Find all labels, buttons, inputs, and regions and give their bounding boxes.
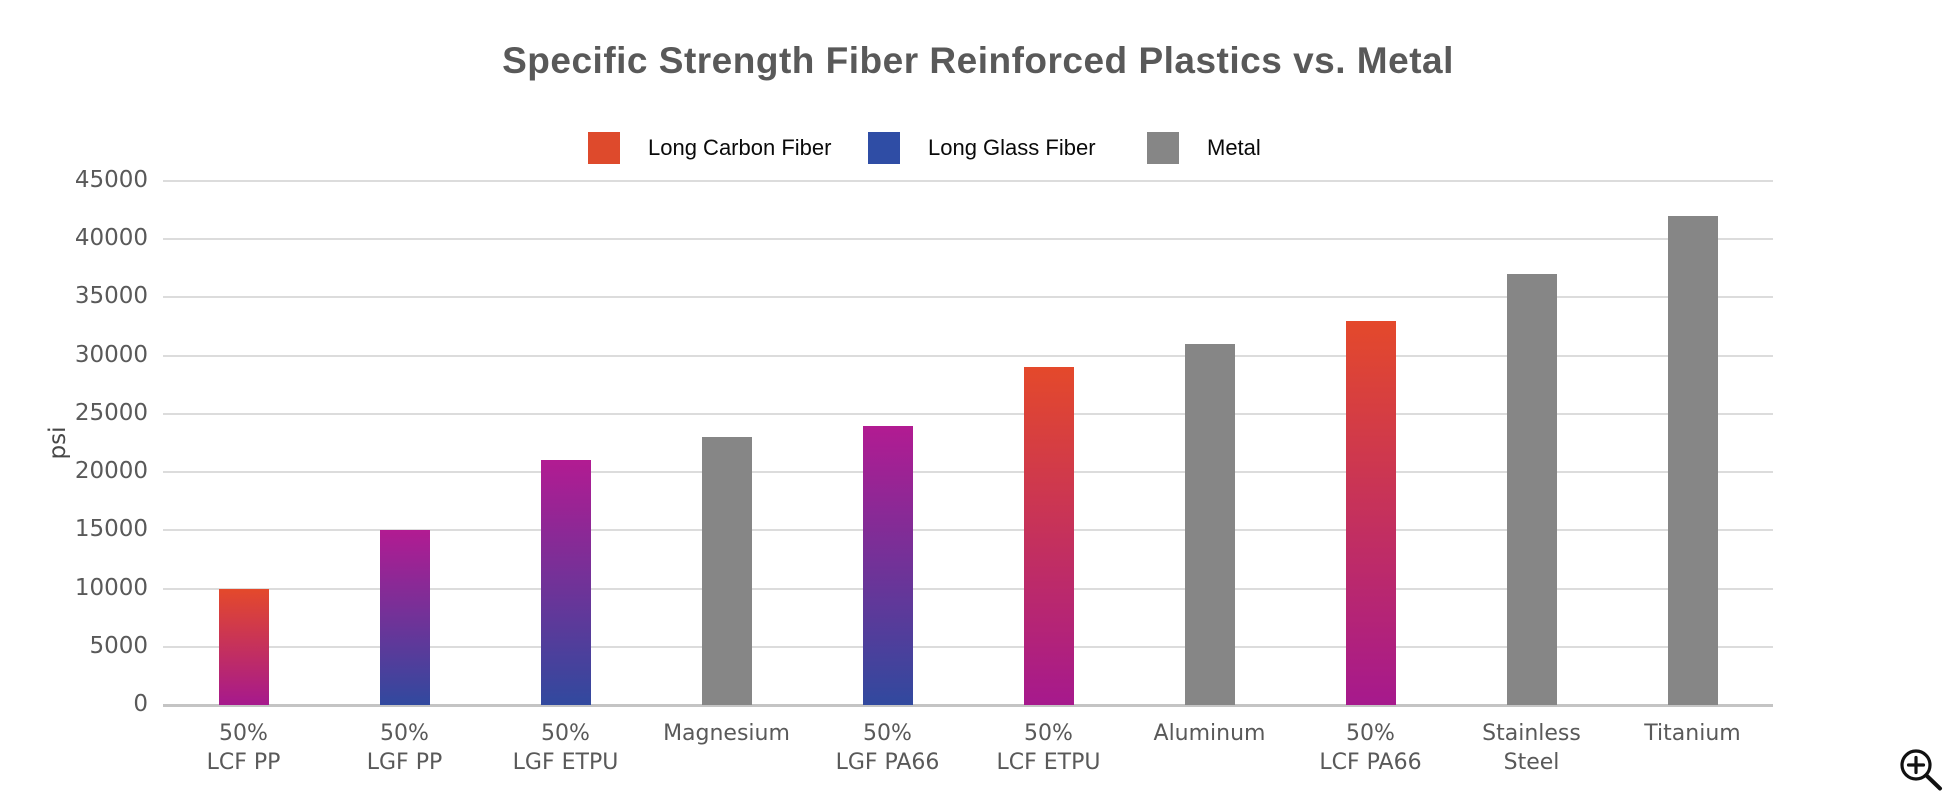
bar-50-lgf-pp xyxy=(379,530,430,705)
x-tick-label: 50% LGF PA66 xyxy=(835,721,940,775)
legend-item: Metal xyxy=(1147,132,1261,164)
gridline xyxy=(163,587,1773,590)
y-tick-label: 5000 xyxy=(89,632,148,659)
gridline xyxy=(163,354,1773,357)
y-tick-label: 25000 xyxy=(74,399,148,426)
bar-aluminum xyxy=(1184,344,1235,705)
gridline xyxy=(163,296,1773,299)
bar-50-lcf-etpu xyxy=(1023,367,1074,705)
zoom-in-button[interactable] xyxy=(1893,743,1949,801)
gridline xyxy=(163,238,1773,241)
gridline xyxy=(163,180,1773,182)
legend-label: Long Glass Fiber xyxy=(928,135,1096,160)
bar-50-lcf-pp xyxy=(218,588,269,705)
bar-50-lgf-etpu xyxy=(540,460,591,705)
bar-50-lcf-pa66 xyxy=(1345,320,1396,705)
y-tick-label: 20000 xyxy=(74,458,148,485)
bar-stainless-steel xyxy=(1506,274,1557,705)
x-tick-label: Titanium xyxy=(1644,721,1741,746)
x-tick-label: 50% LGF ETPU xyxy=(512,721,619,775)
x-tick-label: 50% LGF PP xyxy=(366,721,443,775)
x-tick-label: 50% LCF PA66 xyxy=(1319,721,1422,775)
gridline xyxy=(163,645,1773,648)
x-tick-label: Stainless Steel xyxy=(1482,721,1581,775)
legend-label: Long Carbon Fiber xyxy=(648,135,832,160)
bar-50-lgf-pa66 xyxy=(862,425,913,705)
legend-label: Metal xyxy=(1207,135,1261,160)
x-tick-label: Magnesium xyxy=(663,721,790,746)
y-tick-label: 40000 xyxy=(74,225,148,252)
gridline xyxy=(163,529,1773,532)
y-tick-label: 10000 xyxy=(74,574,148,601)
y-tick-label: 30000 xyxy=(74,341,148,368)
bar-titanium xyxy=(1667,215,1718,705)
gridline xyxy=(163,412,1773,415)
legend-swatch xyxy=(588,132,620,164)
y-tick-label: 15000 xyxy=(74,516,148,543)
legend-item: Long Glass Fiber xyxy=(868,132,1096,164)
y-tick-label: 45000 xyxy=(74,167,148,193)
x-tick-label: 50% LCF PP xyxy=(206,721,281,775)
x-axis-line xyxy=(163,704,1773,707)
chart-title: Specific Strength Fiber Reinforced Plast… xyxy=(502,40,1454,81)
legend-swatch xyxy=(868,132,900,164)
y-axis-title: psi xyxy=(45,426,71,460)
gridline xyxy=(163,471,1773,474)
x-tick-label: 50% LCF ETPU xyxy=(996,721,1101,775)
y-tick-label: 35000 xyxy=(74,283,148,310)
y-tick-label: 0 xyxy=(133,691,148,717)
bar-magnesium xyxy=(701,437,752,705)
legend-swatch xyxy=(1147,132,1179,164)
legend-item: Long Carbon Fiber xyxy=(588,132,831,164)
x-tick-label: Aluminum xyxy=(1153,721,1266,746)
zoom-in-icon xyxy=(1900,749,1942,791)
